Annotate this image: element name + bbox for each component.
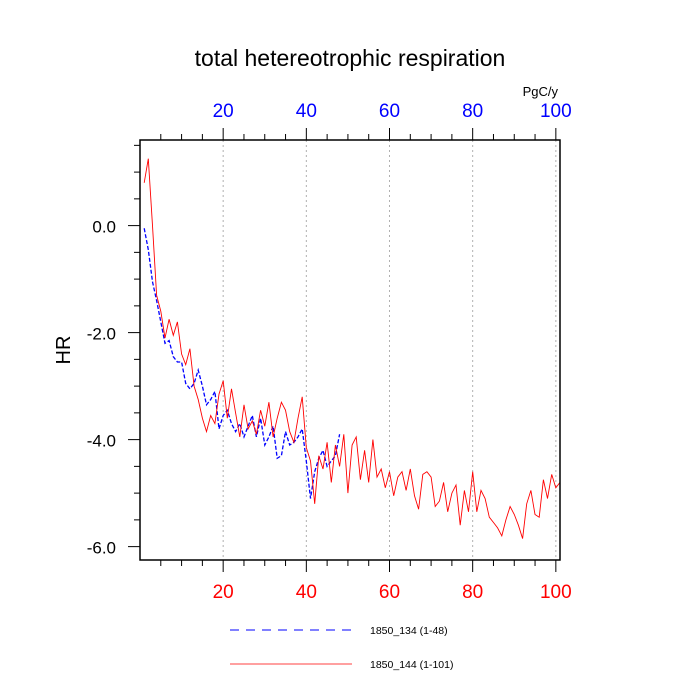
y-tick-label: -6.0 — [87, 539, 116, 558]
y-tick-label: -2.0 — [87, 325, 116, 344]
x-tick-label-bottom: 40 — [296, 582, 317, 603]
plot-frame — [139, 139, 561, 561]
y-axis-label: HR — [53, 336, 75, 365]
x-tick-label-bottom: 100 — [540, 582, 572, 603]
chart-title: total hetereotrophic respiration — [195, 45, 506, 71]
units-label: PgC/y — [523, 84, 559, 99]
x-tick-label-top: 40 — [296, 101, 317, 122]
x-tick-label-top: 80 — [462, 101, 483, 122]
axis-ticks: 20 20 40 40 60 60 80 80 100 100 0.0 -2.0 -4.0 -6.0 — [87, 101, 572, 603]
x-tick-label-top: 20 — [213, 101, 234, 122]
series-line-2 — [143, 158, 561, 539]
y-tick-label: 0.0 — [92, 218, 116, 237]
x-tick-label-bottom: 80 — [462, 582, 483, 603]
y-tick-label: -4.0 — [87, 432, 116, 451]
x-tick-label-top: 60 — [379, 101, 400, 122]
series-line-1 — [143, 228, 341, 499]
legend-label-2: 1850_144 (1-101) — [370, 659, 453, 671]
legend-label-1: 1850_134 (1-48) — [370, 625, 448, 637]
x-tick-label-top: 100 — [540, 101, 572, 122]
x-tick-label-bottom: 20 — [213, 582, 234, 603]
x-tick-label-bottom: 60 — [379, 582, 400, 603]
legend: 1850_134 (1-48) 1850_144 (1-101) — [230, 625, 453, 671]
grid-lines — [222, 140, 557, 560]
series-group — [143, 158, 561, 539]
